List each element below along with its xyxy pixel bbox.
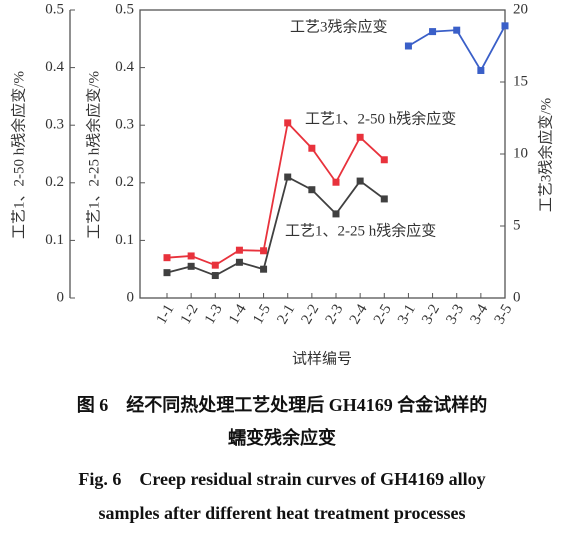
x-tick-label: 2-3 bbox=[323, 302, 347, 327]
point bbox=[284, 173, 292, 181]
point bbox=[332, 178, 340, 186]
y-tick-label-inner: 0 bbox=[127, 289, 135, 305]
caption-cn: 蠕变残余应变 bbox=[228, 427, 336, 448]
point bbox=[235, 258, 243, 266]
y-tick-label: 0.3 bbox=[45, 117, 64, 133]
x-tick-label: 1-4 bbox=[226, 301, 250, 327]
point bbox=[380, 156, 388, 164]
caption-en: Fig. 6 Creep residual strain curves of G… bbox=[78, 469, 485, 489]
point bbox=[260, 265, 268, 273]
point bbox=[477, 66, 485, 74]
x-tick-label: 2-5 bbox=[371, 302, 395, 327]
x-tick-label: 3-1 bbox=[395, 302, 419, 327]
x-axis-label: 试样编号 bbox=[292, 350, 352, 367]
y2-tick-label: 20 bbox=[513, 1, 528, 17]
point bbox=[308, 186, 316, 194]
point bbox=[453, 26, 461, 34]
caption-cn: 图 6 经不同热处理工艺处理后 GH4169 合金试样的 bbox=[77, 394, 488, 415]
y-axis-label: 工艺1、2-50 h残余应变/% bbox=[9, 71, 27, 239]
point bbox=[235, 246, 243, 254]
point bbox=[356, 177, 364, 185]
x-tick-label: 1-3 bbox=[202, 302, 226, 327]
x-tick-label: 1-2 bbox=[178, 302, 202, 327]
y-tick-label: 0.2 bbox=[45, 174, 64, 190]
point bbox=[429, 28, 437, 36]
point bbox=[356, 133, 364, 141]
y-tick-label-inner: 0.2 bbox=[115, 174, 134, 190]
x-tick-label: 2-2 bbox=[298, 302, 322, 327]
x-tick-label: 2-4 bbox=[347, 301, 371, 327]
y2-tick-label: 10 bbox=[513, 145, 528, 161]
point bbox=[501, 22, 509, 30]
x-tick-label: 3-4 bbox=[467, 301, 491, 327]
y-tick-label-inner: 0.1 bbox=[115, 232, 134, 248]
series-label: 工艺1、2-25 h残余应变 bbox=[285, 221, 436, 239]
point bbox=[187, 262, 195, 270]
point bbox=[284, 119, 292, 127]
y2-tick-label: 0 bbox=[513, 289, 521, 305]
x-tick-label: 1-5 bbox=[250, 302, 274, 327]
y-axis-label-inner: 工艺1、2-25 h残余应变/% bbox=[84, 71, 102, 239]
point bbox=[163, 254, 171, 262]
y-tick-label: 0.1 bbox=[45, 232, 64, 248]
point bbox=[332, 210, 340, 218]
point bbox=[211, 261, 219, 269]
point bbox=[308, 144, 316, 152]
point bbox=[404, 42, 412, 50]
y-tick-label: 0 bbox=[57, 289, 65, 305]
y2-axis-label: 工艺3残余应变/% bbox=[536, 98, 554, 212]
y-tick-label-inner: 0.4 bbox=[115, 59, 134, 75]
series-line bbox=[166, 121, 385, 267]
series-label: 工艺1、2-50 h残余应变 bbox=[305, 109, 456, 127]
series-label: 工艺3残余应变 bbox=[290, 17, 388, 35]
y2-tick-label: 5 bbox=[513, 217, 521, 233]
x-tick-label: 1-1 bbox=[154, 302, 178, 327]
x-tick-label: 3-3 bbox=[443, 302, 467, 327]
point bbox=[187, 252, 195, 260]
point bbox=[260, 247, 268, 255]
y-tick-label: 0.5 bbox=[45, 1, 64, 17]
x-tick-label: 2-1 bbox=[274, 302, 298, 327]
point bbox=[380, 195, 388, 203]
y2-tick-label: 15 bbox=[513, 73, 528, 89]
y-tick-label-inner: 0.5 bbox=[115, 1, 134, 17]
y-tick-label: 0.4 bbox=[45, 59, 64, 75]
y-tick-label-inner: 0.3 bbox=[115, 117, 134, 133]
point bbox=[211, 272, 219, 280]
series-line bbox=[166, 175, 385, 277]
x-tick-label: 3-2 bbox=[419, 302, 443, 327]
caption-en: samples after different heat treatment p… bbox=[98, 503, 465, 523]
plot-frame bbox=[139, 9, 506, 299]
x-tick-label: 3-5 bbox=[492, 302, 516, 327]
point bbox=[163, 269, 171, 277]
